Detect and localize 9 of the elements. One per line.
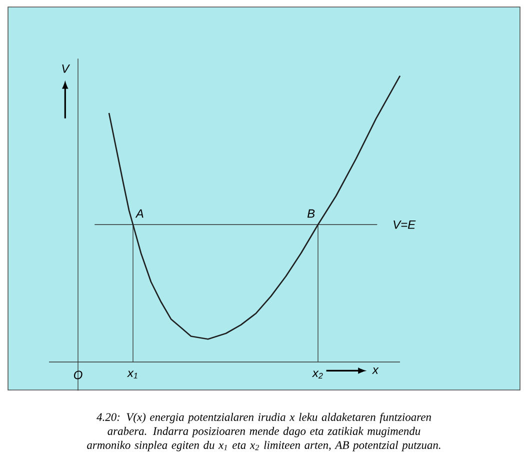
annotation: A bbox=[135, 209, 144, 218]
x-tick-label: x$_{2}$ bbox=[312, 370, 323, 379]
y-axis-title: V bbox=[62, 64, 70, 73]
ref-line-label: V=E bbox=[394, 220, 416, 229]
x-axis-title: x bbox=[372, 368, 379, 374]
annotation: B bbox=[307, 209, 315, 218]
x-tick-label: O bbox=[74, 370, 82, 380]
text: 4.20: V(x) energia potentzialaren irudia x leku aldaketaren funtzioaren arabera. Indarra posizioaren mende dago eta zatikiak mugimendu armoniko sinplea egiten du x$_{1}$ eta x$_{2}$ limiteen arten, AB potentzial putzuan. bbox=[87, 412, 440, 452]
x-tick-label: x$_{1}$ bbox=[126, 370, 138, 378]
